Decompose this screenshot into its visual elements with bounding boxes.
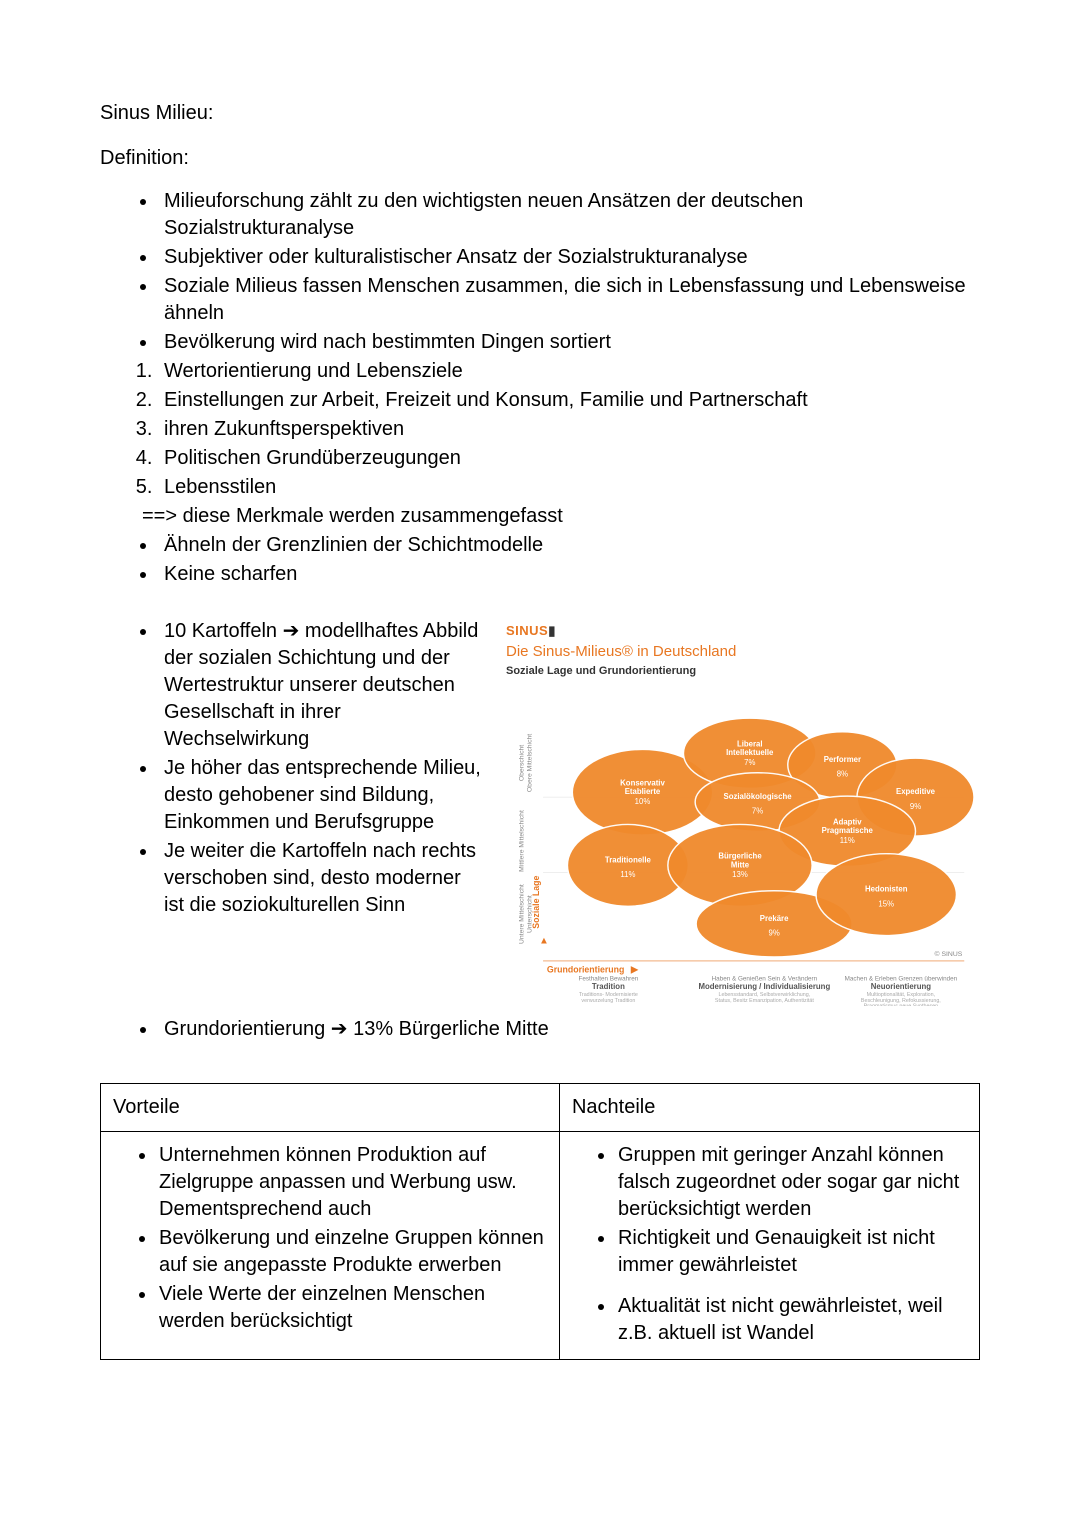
- list-item: Grundorientierung ➔ 13% Bürgerliche Mitt…: [158, 1016, 980, 1043]
- list-item: Keine scharfen: [158, 561, 980, 588]
- x-axis-mainlabel: Modernisierung / Individualisierung: [699, 982, 831, 991]
- y-axis-label: OberschichtObere Mittelschicht: [519, 733, 534, 791]
- milieu-label: Performer: [824, 755, 861, 764]
- model-description-bullets: 10 Kartoffeln ➔ modellhaftes Abbild der …: [100, 618, 482, 919]
- list-item: Lebensstilen: [158, 474, 980, 501]
- milieu-label: Hedonisten: [865, 884, 908, 893]
- list-item: Einstellungen zur Arbeit, Freizeit und K…: [158, 387, 980, 414]
- chart-title: Die Sinus-Milieus® in Deutschland: [506, 642, 974, 662]
- table-header-nachteile: Nachteile: [559, 1084, 979, 1132]
- y-axis-up-icon: ▲: [539, 935, 549, 946]
- list-item: Bevölkerung und einzelne Gruppen können …: [157, 1225, 547, 1279]
- list-item: Viele Werte der einzelnen Menschen werde…: [157, 1281, 547, 1335]
- x-axis-sublabel: Lebensstandard, Selbstverwirklichung,Sta…: [715, 992, 814, 1004]
- list-item: Aktualität ist nicht gewährleistet, weil…: [616, 1293, 967, 1347]
- list-item: Je weiter die Kartoffeln nach rechts ver…: [158, 838, 482, 919]
- section-subtitle: Definition:: [100, 145, 980, 172]
- definition-bullets-1: Milieuforschung zählt zu den wichtigsten…: [100, 188, 980, 356]
- milieu-percent: 8%: [837, 769, 848, 778]
- list-item: Je höher das entsprechende Milieu, desto…: [158, 755, 482, 836]
- table-cell-nachteile: Gruppen mit geringer Anzahl können falsc…: [559, 1132, 979, 1360]
- pros-cons-table: Vorteile Nachteile Unternehmen können Pr…: [100, 1083, 980, 1360]
- x-axis-mainlabel: Tradition: [592, 982, 625, 991]
- x-axis-mainlabel: Neuorientierung: [871, 982, 931, 991]
- list-item: Unternehmen können Produktion auf Zielgr…: [157, 1142, 547, 1223]
- list-item: ihren Zukunftsperspektiven: [158, 416, 980, 443]
- milieu-percent: 7%: [744, 758, 755, 767]
- milieu-percent: 7%: [752, 806, 763, 815]
- chart-svg: OberschichtObere Mittelschicht Mittlere M…: [506, 685, 974, 1007]
- milieu-percent: 11%: [840, 836, 855, 845]
- milieu-label: KonservativEtablierte: [620, 778, 665, 796]
- final-bullet-list: Grundorientierung ➔ 13% Bürgerliche Mitt…: [100, 1016, 980, 1043]
- chart-copyright: © SINUS: [935, 950, 963, 958]
- milieu-label: Expeditive: [896, 787, 936, 796]
- list-item: Wertorientierung und Lebensziele: [158, 358, 980, 385]
- milieu-label: Sozialökologische: [724, 792, 793, 801]
- list-item: Subjektiver oder kulturalistischer Ansat…: [158, 244, 980, 271]
- y-axis-header: Soziale Lage: [531, 875, 541, 928]
- x-axis-header: Grundorientierung: [547, 964, 624, 974]
- page-title: Sinus Milieu:: [100, 100, 980, 127]
- list-item: Richtigkeit und Genauigkeit ist nicht im…: [616, 1225, 967, 1279]
- x-axis-right-icon: ▶: [631, 964, 639, 975]
- list-item: Ähneln der Grenzlinien der Schichtmodell…: [158, 532, 980, 559]
- milieu-percent: 11%: [620, 870, 635, 879]
- milieu-percent: 9%: [910, 801, 921, 810]
- x-axis-sublabel: Multioptionalität, Exploration,Beschleun…: [861, 992, 941, 1007]
- chart-logo: SINUS▮: [506, 622, 974, 640]
- milieu-label: Prekäre: [760, 914, 789, 923]
- criteria-numbered-list: Wertorientierung und Lebensziele Einstel…: [100, 358, 980, 501]
- milieu-percent: 9%: [768, 928, 779, 937]
- list-item: Bevölkerung wird nach bestimmten Dingen …: [158, 329, 980, 356]
- milieu-percent: 10%: [635, 797, 651, 806]
- list-item: Soziale Milieus fassen Menschen zusammen…: [158, 273, 980, 327]
- chart-subtitle: Soziale Lage und Grundorientierung: [506, 664, 974, 679]
- milieu-percent: 15%: [878, 899, 894, 908]
- milieu-percent: 13%: [732, 870, 748, 879]
- x-axis-sublabel: Traditions- Modernisierteverwurzelung Tr…: [579, 992, 638, 1004]
- y-axis-label: Mittlere Mittelschicht: [519, 810, 526, 872]
- list-item: Gruppen mit geringer Anzahl können falsc…: [616, 1142, 967, 1223]
- table-cell-vorteile: Unternehmen können Produktion auf Zielgr…: [101, 1132, 560, 1360]
- milieu-label: Traditionelle: [605, 855, 652, 864]
- list-item: Politischen Grundüberzeugungen: [158, 445, 980, 472]
- table-header-vorteile: Vorteile: [101, 1084, 560, 1132]
- list-item: Milieuforschung zählt zu den wichtigsten…: [158, 188, 980, 242]
- sinus-milieu-chart: SINUS▮ Die Sinus-Milieus® in Deutschland…: [500, 618, 980, 1016]
- summary-arrow-line: ==> diese Merkmale werden zusammengefass…: [100, 503, 980, 530]
- milieu-bubble: [816, 853, 956, 935]
- list-item: 10 Kartoffeln ➔ modellhaftes Abbild der …: [158, 618, 482, 753]
- definition-bullets-2: Ähneln der Grenzlinien der Schichtmodell…: [100, 532, 980, 588]
